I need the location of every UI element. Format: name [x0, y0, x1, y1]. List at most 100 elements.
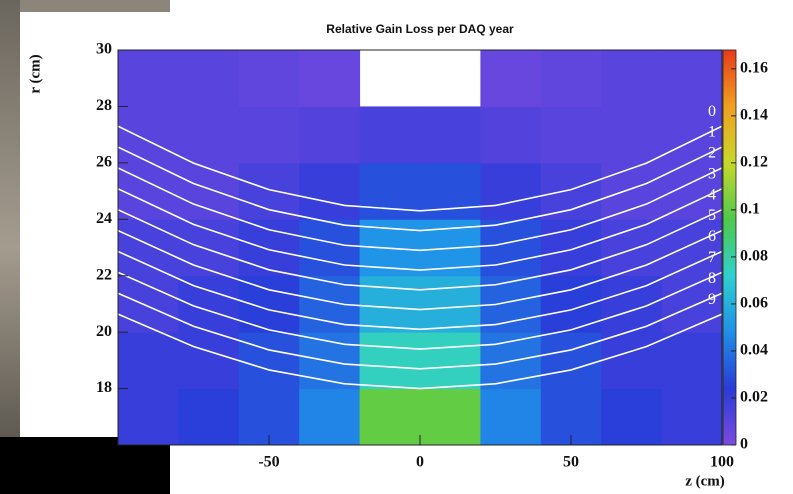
heat-cell [299, 106, 361, 164]
colorbar-tick-label: 0.1 [740, 201, 760, 218]
heat-cell [299, 50, 361, 107]
heat-cell [601, 332, 663, 390]
heat-cell [420, 106, 481, 164]
heat-cell [359, 275, 421, 333]
heat-cell [420, 162, 481, 220]
y-tick-label: 28 [96, 97, 112, 114]
heat-cell [480, 106, 542, 164]
heat-cell [540, 162, 602, 220]
heat-cell [238, 219, 300, 277]
colorbar-tick-label: 0.04 [740, 342, 768, 359]
colorbar-tick-label: 0.12 [740, 154, 768, 171]
heat-cell [359, 162, 421, 220]
heat-cell [540, 50, 602, 107]
heat-cell [359, 388, 421, 446]
heat-cell [601, 162, 663, 220]
heat-cell [480, 50, 542, 107]
heat-cell [299, 388, 361, 446]
chart-title: Relative Gain Loss per DAQ year [326, 22, 514, 36]
curve [117, 146, 723, 232]
y-tick-label: 26 [96, 154, 112, 171]
heat-cell [178, 50, 240, 107]
heat-cell [540, 332, 602, 390]
heat-cell [359, 106, 421, 164]
x-tick-label: 100 [710, 454, 734, 471]
curve [117, 271, 723, 350]
heat-cell [661, 219, 723, 277]
heat-cell [359, 332, 421, 390]
colorbar-tick-label: 0 [740, 436, 748, 453]
curve-label: 2 [708, 145, 716, 162]
curve [117, 250, 723, 331]
curve [117, 125, 723, 212]
heat-cell [238, 332, 300, 390]
heat-cell [238, 275, 300, 333]
heat-cell [540, 219, 602, 277]
heat-cell [178, 332, 240, 390]
curve [117, 167, 723, 252]
heat-cell [601, 219, 663, 277]
heat-cell [480, 162, 542, 220]
curve-label: 8 [708, 270, 716, 287]
y-tick-label: 24 [96, 210, 112, 227]
background-black [0, 437, 170, 494]
heat-cell [178, 219, 240, 277]
colorbar-tick-label: 0.14 [740, 107, 768, 124]
curve [117, 188, 723, 271]
curve-label: 1 [708, 124, 716, 141]
heat-cell [118, 106, 179, 164]
heat-cell [661, 106, 723, 164]
curve [117, 229, 723, 311]
colorbar-tick-label: 0.06 [740, 295, 768, 312]
heat-cell [661, 50, 723, 107]
heat-cell [601, 106, 663, 164]
heat-cell [601, 50, 663, 107]
heat-cell [540, 106, 602, 164]
heat-cell [118, 332, 179, 390]
curve [117, 313, 723, 390]
heat-cell [178, 162, 240, 220]
heat-cell [118, 275, 179, 333]
heat-cell [118, 219, 179, 277]
heat-cell [661, 332, 723, 390]
heat-cell [420, 275, 481, 333]
colorbar [722, 49, 737, 446]
heat-cell [299, 162, 361, 220]
heat-cell [601, 388, 663, 446]
heat-cell [118, 50, 179, 107]
curve-label: 4 [708, 186, 716, 203]
y-axis-label: r (cm) [27, 54, 43, 93]
heat-cell [540, 275, 602, 333]
curve-label: 9 [708, 291, 716, 308]
heat-cell [420, 332, 481, 390]
y-tick-label: 30 [96, 41, 112, 58]
curve-label: 7 [708, 249, 716, 266]
background-photo [20, 0, 170, 12]
heat-cell [480, 388, 542, 446]
colorbar-tick-label: 0.08 [740, 248, 768, 265]
x-axis-label: z (cm) [685, 473, 725, 489]
x-tick-label: 50 [563, 454, 579, 471]
curve-label: 6 [708, 228, 716, 245]
curve [117, 208, 723, 291]
heat-cell [420, 388, 481, 446]
y-tick-label: 22 [96, 266, 112, 283]
curve-label: 5 [708, 207, 716, 224]
heat-cell [118, 388, 179, 446]
heat-cell [480, 219, 542, 277]
colorbar-tick-label: 0.02 [740, 389, 768, 406]
heat-cell [238, 106, 300, 164]
curve-label: 3 [708, 165, 716, 182]
heat-cell [178, 106, 240, 164]
heat-cell [238, 50, 300, 107]
curve-label: 0 [708, 103, 716, 120]
background-photo [0, 0, 20, 494]
heat-cell [661, 388, 723, 446]
heat-cell [238, 162, 300, 220]
colorbar-tick-label: 0.16 [740, 59, 768, 76]
curve [117, 292, 723, 370]
heat-cell [178, 388, 240, 446]
heat-cell [299, 219, 361, 277]
